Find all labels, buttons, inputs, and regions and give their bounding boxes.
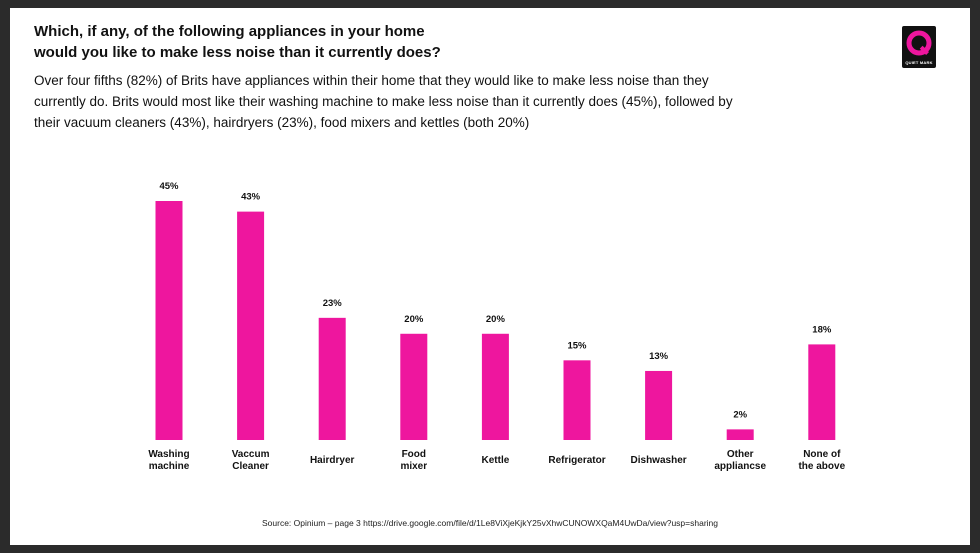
bar xyxy=(237,211,265,440)
category-label: Kettle xyxy=(482,455,510,466)
category-label: None of xyxy=(803,449,841,460)
bar xyxy=(726,429,754,440)
category-label: mixer xyxy=(400,461,427,472)
quiet-mark-logo: QUIET MARK xyxy=(902,26,936,68)
title-line-1: Which, if any, of the following applianc… xyxy=(34,23,425,40)
category-label: appliancse xyxy=(714,461,766,472)
category-label: Other xyxy=(727,449,754,460)
source-note: Source: Opinium – page 3 https://drive.g… xyxy=(262,518,718,528)
slide: Which, if any, of the following applianc… xyxy=(10,8,970,545)
category-label: Cleaner xyxy=(232,461,269,472)
bar xyxy=(808,344,836,440)
category-label: Vaccum xyxy=(232,449,270,460)
data-label: 20% xyxy=(404,314,424,325)
bar xyxy=(400,333,428,440)
category-label: Dishwasher xyxy=(631,455,687,466)
data-label: 15% xyxy=(567,340,587,351)
bar xyxy=(645,370,673,440)
bar xyxy=(318,317,346,440)
data-label: 18% xyxy=(812,324,832,335)
data-label: 20% xyxy=(486,314,506,325)
bar xyxy=(563,360,591,440)
chart-title: Which, if any, of the following applianc… xyxy=(34,21,754,63)
bar xyxy=(155,201,183,440)
data-label: 23% xyxy=(323,298,343,309)
category-label: Hairdryer xyxy=(310,455,355,466)
q-logo-icon xyxy=(906,30,932,56)
data-label: 43% xyxy=(241,192,261,203)
subtitle-line-3: their vacuum cleaners (43%), hairdryers … xyxy=(34,115,530,130)
subtitle-line-1: Over four fifths (82%) of Brits have app… xyxy=(34,73,709,88)
category-label: the above xyxy=(798,461,845,472)
data-label: 45% xyxy=(159,181,179,192)
logo-text: QUIET MARK xyxy=(905,60,933,65)
data-label: 2% xyxy=(733,409,747,420)
data-label: 13% xyxy=(649,351,669,362)
category-label: Food xyxy=(402,449,426,460)
category-label: machine xyxy=(149,461,190,472)
category-label: Refrigerator xyxy=(548,455,605,466)
category-label: Washing xyxy=(148,449,189,460)
chart-subtitle: Over four fifths (82%) of Brits have app… xyxy=(34,70,794,133)
bar xyxy=(481,333,509,440)
title-line-2: would you like to make less noise than i… xyxy=(34,44,441,61)
subtitle-line-2: currently do. Brits would most like thei… xyxy=(34,94,733,109)
